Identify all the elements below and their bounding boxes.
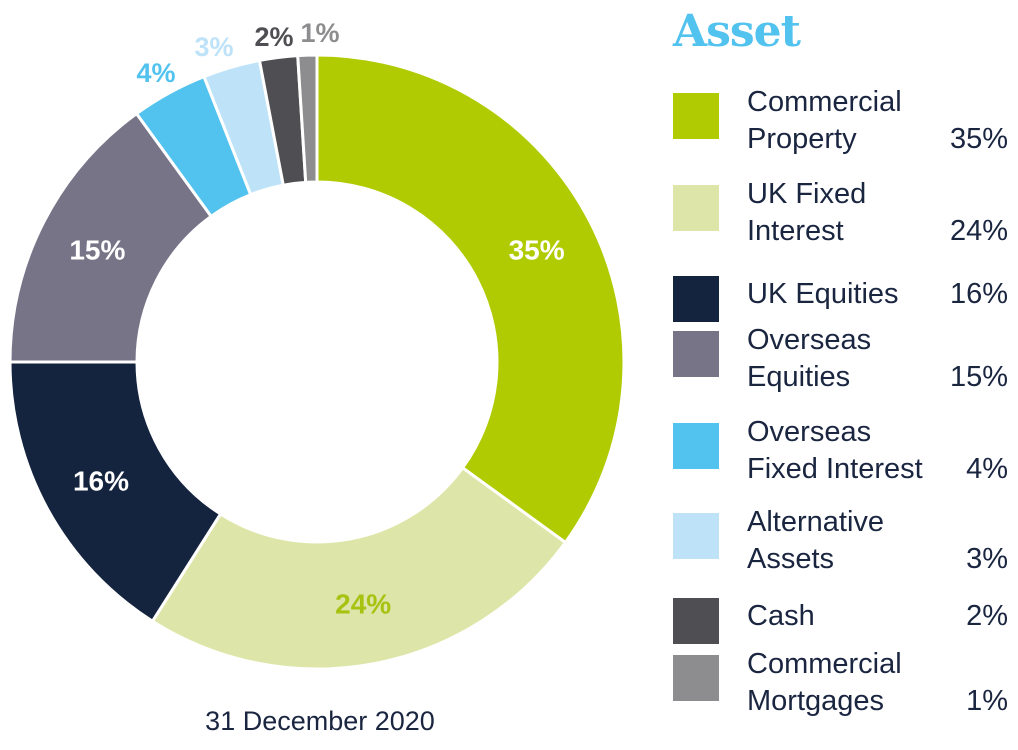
legend-swatch bbox=[673, 598, 719, 644]
legend-label-line: Overseas bbox=[747, 324, 872, 356]
legend-item-cash: Cash 2% bbox=[673, 598, 1008, 644]
legend-value: 4% bbox=[966, 453, 1008, 485]
legend-swatch bbox=[673, 185, 719, 231]
legend-label: Overseas Equities bbox=[747, 322, 871, 396]
legend-value: 15% bbox=[949, 361, 1008, 393]
legend-label: Alternative Assets bbox=[747, 504, 884, 578]
legend-swatch bbox=[673, 423, 719, 469]
legend-item-commercial-mortgages: Commercial Mortgages 1% bbox=[673, 648, 1008, 728]
legend-label-line: Property bbox=[747, 123, 857, 155]
legend-value: 1% bbox=[966, 685, 1008, 717]
data-label-uk-fixed-interest: 24% bbox=[335, 589, 391, 620]
legend-label-line: Mortgages bbox=[747, 685, 885, 717]
legend-label-line: Commercial bbox=[747, 86, 902, 118]
legend-value: 24% bbox=[949, 215, 1008, 247]
legend-label: Cash bbox=[747, 598, 815, 635]
legend-value: 16% bbox=[949, 278, 1008, 310]
legend-label-line: Fixed Interest bbox=[747, 453, 923, 485]
legend-swatch bbox=[673, 655, 719, 701]
legend-label-line: Assets bbox=[747, 543, 835, 575]
legend-label-line: UK Fixed bbox=[747, 178, 867, 210]
donut-slice-commercial-property bbox=[315, 53, 626, 545]
data-label-overseas-fixed-interest: 4% bbox=[136, 58, 175, 88]
legend-item-uk-equities: UK Equities 16% bbox=[673, 276, 1008, 322]
data-label-uk-equities: 16% bbox=[73, 465, 129, 496]
legend-label-line: Interest bbox=[747, 215, 844, 247]
legend-label: UK Fixed Interest bbox=[747, 176, 866, 250]
legend-label-line: Commercial bbox=[747, 648, 902, 680]
legend-value: 35% bbox=[949, 123, 1008, 155]
legend-label: Commercial Mortgages bbox=[747, 646, 902, 720]
legend-swatch bbox=[673, 331, 719, 377]
legend-swatch bbox=[673, 93, 719, 139]
legend-label-line: Alternative bbox=[747, 506, 885, 538]
donut-slice-uk-equities bbox=[8, 360, 223, 624]
donut-chart: 35% 24% 16% 15% 4% 3% 2% 1% bbox=[8, 18, 626, 671]
legend-item-overseas-equities: Overseas Equities 15% bbox=[673, 324, 1008, 404]
legend-item-alternative-assets: Alternative Assets 3% bbox=[673, 506, 1008, 586]
data-label-commercial-mortgages: 1% bbox=[300, 18, 339, 48]
legend-value: 2% bbox=[966, 600, 1008, 632]
data-label-alternative-assets: 3% bbox=[194, 32, 233, 62]
data-label-cash: 2% bbox=[254, 22, 293, 52]
legend-label: Commercial Property bbox=[747, 84, 902, 158]
legend-label: Overseas Fixed Interest bbox=[747, 414, 923, 488]
legend-value: 3% bbox=[966, 543, 1008, 575]
legend-label-line: Cash bbox=[747, 600, 815, 632]
legend-item-commercial-property: Commercial Property 35% bbox=[673, 86, 1008, 166]
legend-item-overseas-fixed-interest: Overseas Fixed Interest 4% bbox=[673, 416, 1008, 496]
donut-slice-commercial-mortgages bbox=[296, 53, 319, 184]
legend-item-uk-fixed-interest: UK Fixed Interest 24% bbox=[673, 178, 1008, 258]
legend-label-line: Equities bbox=[747, 361, 851, 393]
data-label-commercial-property: 35% bbox=[509, 235, 565, 266]
legend-label-line: UK Equities bbox=[747, 278, 899, 310]
legend-label: UK Equities bbox=[747, 276, 899, 313]
chart-date-caption: 31 December 2020 bbox=[205, 706, 435, 736]
donut-slice-uk-fixed-interest bbox=[150, 465, 568, 671]
legend-swatch bbox=[673, 513, 719, 559]
data-label-overseas-equities: 15% bbox=[69, 235, 125, 266]
legend-label-line: Overseas bbox=[747, 416, 872, 448]
legend-swatch bbox=[673, 276, 719, 322]
legend-title: Asset bbox=[673, 6, 801, 57]
